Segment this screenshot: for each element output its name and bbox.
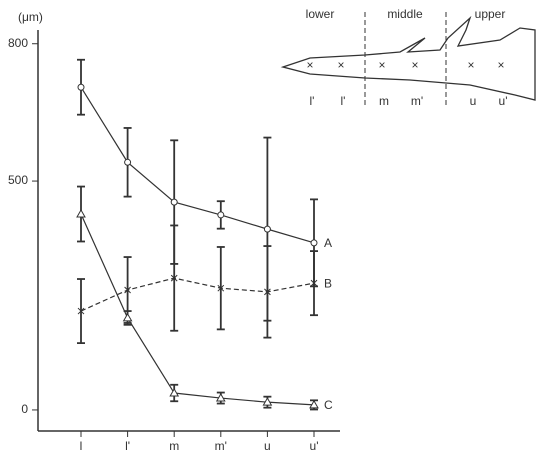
position-marker: × — [337, 58, 344, 72]
position-label: m' — [411, 94, 423, 108]
series-label: B — [324, 276, 332, 290]
y-tick-label: 0 — [21, 402, 28, 416]
point — [311, 240, 317, 246]
x-tick-label: m' — [215, 439, 227, 453]
point — [124, 314, 132, 321]
position-label: u — [470, 94, 477, 108]
x-tick-label: l' — [125, 439, 130, 453]
series-line — [81, 214, 314, 405]
position-marker: × — [411, 58, 418, 72]
chart: (μm) 0 500 800 l l' m m' u u' A B Clower middle upper… — [0, 0, 539, 455]
series-line — [81, 87, 314, 243]
point — [78, 84, 84, 90]
position-marker: × — [378, 58, 385, 72]
series-line — [81, 278, 314, 311]
region-label: lower — [306, 7, 335, 21]
position-label: l' — [341, 94, 346, 108]
point — [218, 212, 224, 218]
x-tick-label: u' — [310, 439, 319, 453]
y-tick-label: 500 — [8, 173, 28, 187]
point — [264, 226, 270, 232]
series-label: C — [324, 398, 333, 412]
position-marker: × — [497, 58, 504, 72]
series-label: A — [324, 236, 332, 250]
y-tick-label: 800 — [8, 36, 28, 50]
position-label: u' — [499, 94, 508, 108]
point — [170, 389, 178, 396]
position-marker: × — [306, 58, 313, 72]
x-tick-label: u — [264, 439, 271, 453]
region-label: upper — [475, 7, 506, 21]
y-axis-label: (μm) — [18, 10, 43, 24]
x-tick-label: m — [169, 439, 179, 453]
position-marker: × — [467, 58, 474, 72]
point — [77, 210, 85, 217]
x-tick-label: l — [80, 439, 83, 453]
position-label: l' — [310, 94, 315, 108]
region-label: middle — [387, 7, 423, 21]
point — [171, 199, 177, 205]
point — [125, 159, 131, 165]
position-label: m — [379, 94, 389, 108]
